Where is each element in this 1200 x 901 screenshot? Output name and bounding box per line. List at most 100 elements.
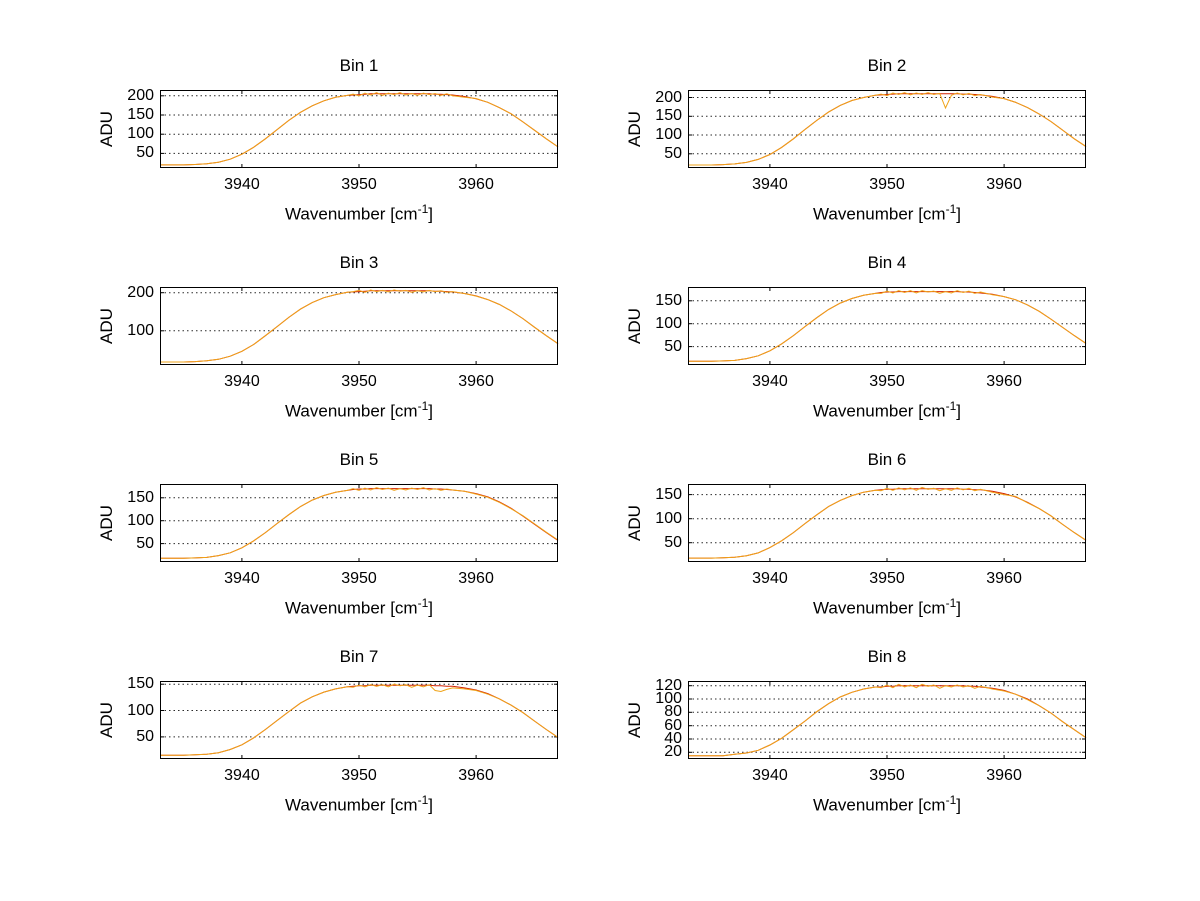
x-axis-ticks: 3940 3950 3960 (688, 168, 1086, 198)
y-tick-label: 100 (127, 701, 154, 719)
plot-area (160, 90, 559, 168)
x-axis-label-sup: -1 (417, 596, 429, 610)
x-axis-label: Wavenumber [cm-1] (688, 793, 1086, 816)
y-tick-label: 80 (664, 703, 682, 721)
subplot-title: Bin 8 (867, 647, 907, 666)
spectrum-line (688, 93, 1087, 166)
x-axis-label-close: ] (428, 204, 433, 224)
y-tick-label: 200 (655, 88, 682, 106)
x-tick-label: 3950 (341, 767, 377, 784)
x-axis-label-text: Wavenumber [cm (813, 204, 946, 224)
x-axis-label: Wavenumber [cm-1] (160, 399, 558, 422)
x-tick-label: 3940 (224, 570, 260, 587)
x-tick-label: 3960 (458, 373, 494, 390)
x-tick-label: 3940 (752, 373, 788, 390)
x-axis-label-close: ] (428, 795, 433, 815)
subplot-bin-8: Bin 8 ADU 20 40 60 80 100 120 3940 3950 3960 Wa… (625, 647, 1087, 815)
x-axis-label-text: Wavenumber [cm (813, 401, 946, 421)
y-tick-label: 50 (136, 727, 154, 745)
x-tick-label: 3950 (341, 176, 377, 193)
y-tick-label: 150 (655, 291, 682, 309)
x-tick-label: 3950 (341, 570, 377, 587)
y-tick-label: 100 (127, 511, 154, 529)
spectrum-line (688, 486, 1087, 559)
spectrum-line (688, 683, 1087, 757)
x-axis-label: Wavenumber [cm-1] (160, 202, 558, 225)
x-tick-label: 3960 (458, 570, 494, 587)
x-axis-label: Wavenumber [cm-1] (160, 596, 558, 619)
y-tick-label: 50 (136, 534, 154, 552)
x-axis-label-sup: -1 (945, 793, 957, 807)
y-axis-ticks: 50 100 150 (618, 484, 688, 562)
y-axis-ticks: 50 100 150 (90, 484, 160, 562)
subplot-bin-2: Bin 2 ADU 50 100 150 200 3940 3950 3960 Waven… (625, 56, 1087, 224)
x-axis-ticks: 3940 3950 3960 (688, 365, 1086, 395)
subplot-title: Bin 5 (339, 450, 379, 469)
x-tick-label: 3960 (986, 373, 1022, 390)
x-axis-label-sup: -1 (417, 793, 429, 807)
spectrum-line (160, 93, 559, 166)
y-tick-label: 150 (127, 105, 154, 123)
subplot-bin-5: Bin 5 ADU 50 100 150 3940 3950 3960 Wavenumb… (97, 450, 559, 618)
x-axis-label-sup: -1 (945, 399, 957, 413)
subplot-bin-3: Bin 3 ADU 100 200 3940 3950 3960 Wavenumber… (97, 253, 559, 421)
subplot-title: Bin 3 (339, 253, 379, 272)
x-axis-label: Wavenumber [cm-1] (688, 596, 1086, 619)
subplot-bin-1: Bin 1 ADU 50 100 150 200 3940 3950 3960 Waven… (97, 56, 559, 224)
y-tick-label: 100 (655, 314, 682, 332)
subplot-bin-4: Bin 4 ADU 50 100 150 3940 3950 3960 Wavenumb… (625, 253, 1087, 421)
y-tick-label: 40 (664, 730, 682, 747)
x-tick-label: 3940 (752, 767, 788, 784)
x-tick-label: 3960 (458, 767, 494, 784)
x-axis-ticks: 3940 3950 3960 (688, 759, 1086, 789)
plot-area (688, 90, 1087, 168)
y-tick-label: 50 (664, 337, 682, 355)
spectrum-line (160, 289, 559, 363)
x-axis-ticks: 3940 3950 3960 (160, 168, 558, 198)
y-tick-label: 50 (664, 533, 682, 551)
spectrum-line (688, 685, 1087, 757)
x-tick-label: 3940 (224, 373, 260, 390)
plot-area (688, 484, 1087, 562)
y-tick-label: 150 (655, 485, 682, 503)
spectrum-line (160, 684, 559, 756)
y-tick-label: 150 (655, 107, 682, 125)
x-tick-label: 3950 (869, 373, 905, 390)
x-axis-label: Wavenumber [cm-1] (688, 399, 1086, 422)
x-axis-label-text: Wavenumber [cm (813, 598, 946, 618)
x-axis-label-text: Wavenumber [cm (285, 401, 418, 421)
subplot-title: Bin 7 (339, 647, 379, 666)
spectrum-line (688, 92, 1087, 166)
x-axis-label-text: Wavenumber [cm (285, 598, 418, 618)
x-axis-label-close: ] (956, 598, 961, 618)
y-tick-label: 200 (127, 283, 154, 301)
y-tick-label: 150 (127, 675, 154, 693)
x-axis-ticks: 3940 3950 3960 (160, 365, 558, 395)
y-axis-ticks: 100 200 (90, 283, 160, 365)
x-tick-label: 3950 (869, 767, 905, 784)
y-axis-ticks: 50 100 150 200 (90, 86, 160, 168)
x-tick-label: 3960 (986, 176, 1022, 193)
x-axis-label-sup: -1 (417, 202, 429, 216)
x-axis-ticks: 3940 3950 3960 (160, 759, 558, 789)
plot-area (688, 681, 1087, 759)
x-tick-label: 3940 (752, 570, 788, 587)
x-tick-label: 3960 (458, 176, 494, 193)
y-tick-label: 100 (655, 509, 682, 527)
spectrum-line (160, 92, 559, 166)
x-axis-label-sup: -1 (417, 399, 429, 413)
x-axis-label-close: ] (956, 401, 961, 421)
x-axis-label-close: ] (956, 204, 961, 224)
subplot-title: Bin 2 (867, 56, 907, 75)
y-axis-ticks: 50 100 150 (90, 676, 160, 759)
plot-area (160, 484, 559, 562)
subplot-bin-7: Bin 7 ADU 50 100 150 3940 3950 3960 Wavenumb… (97, 647, 559, 815)
y-tick-label: 200 (127, 86, 154, 104)
x-axis-ticks: 3940 3950 3960 (160, 562, 558, 592)
subplot-title: Bin 4 (867, 253, 907, 272)
x-axis-label-text: Wavenumber [cm (285, 204, 418, 224)
x-axis-label: Wavenumber [cm-1] (688, 202, 1086, 225)
x-axis-label-close: ] (956, 795, 961, 815)
x-tick-label: 3940 (752, 176, 788, 193)
